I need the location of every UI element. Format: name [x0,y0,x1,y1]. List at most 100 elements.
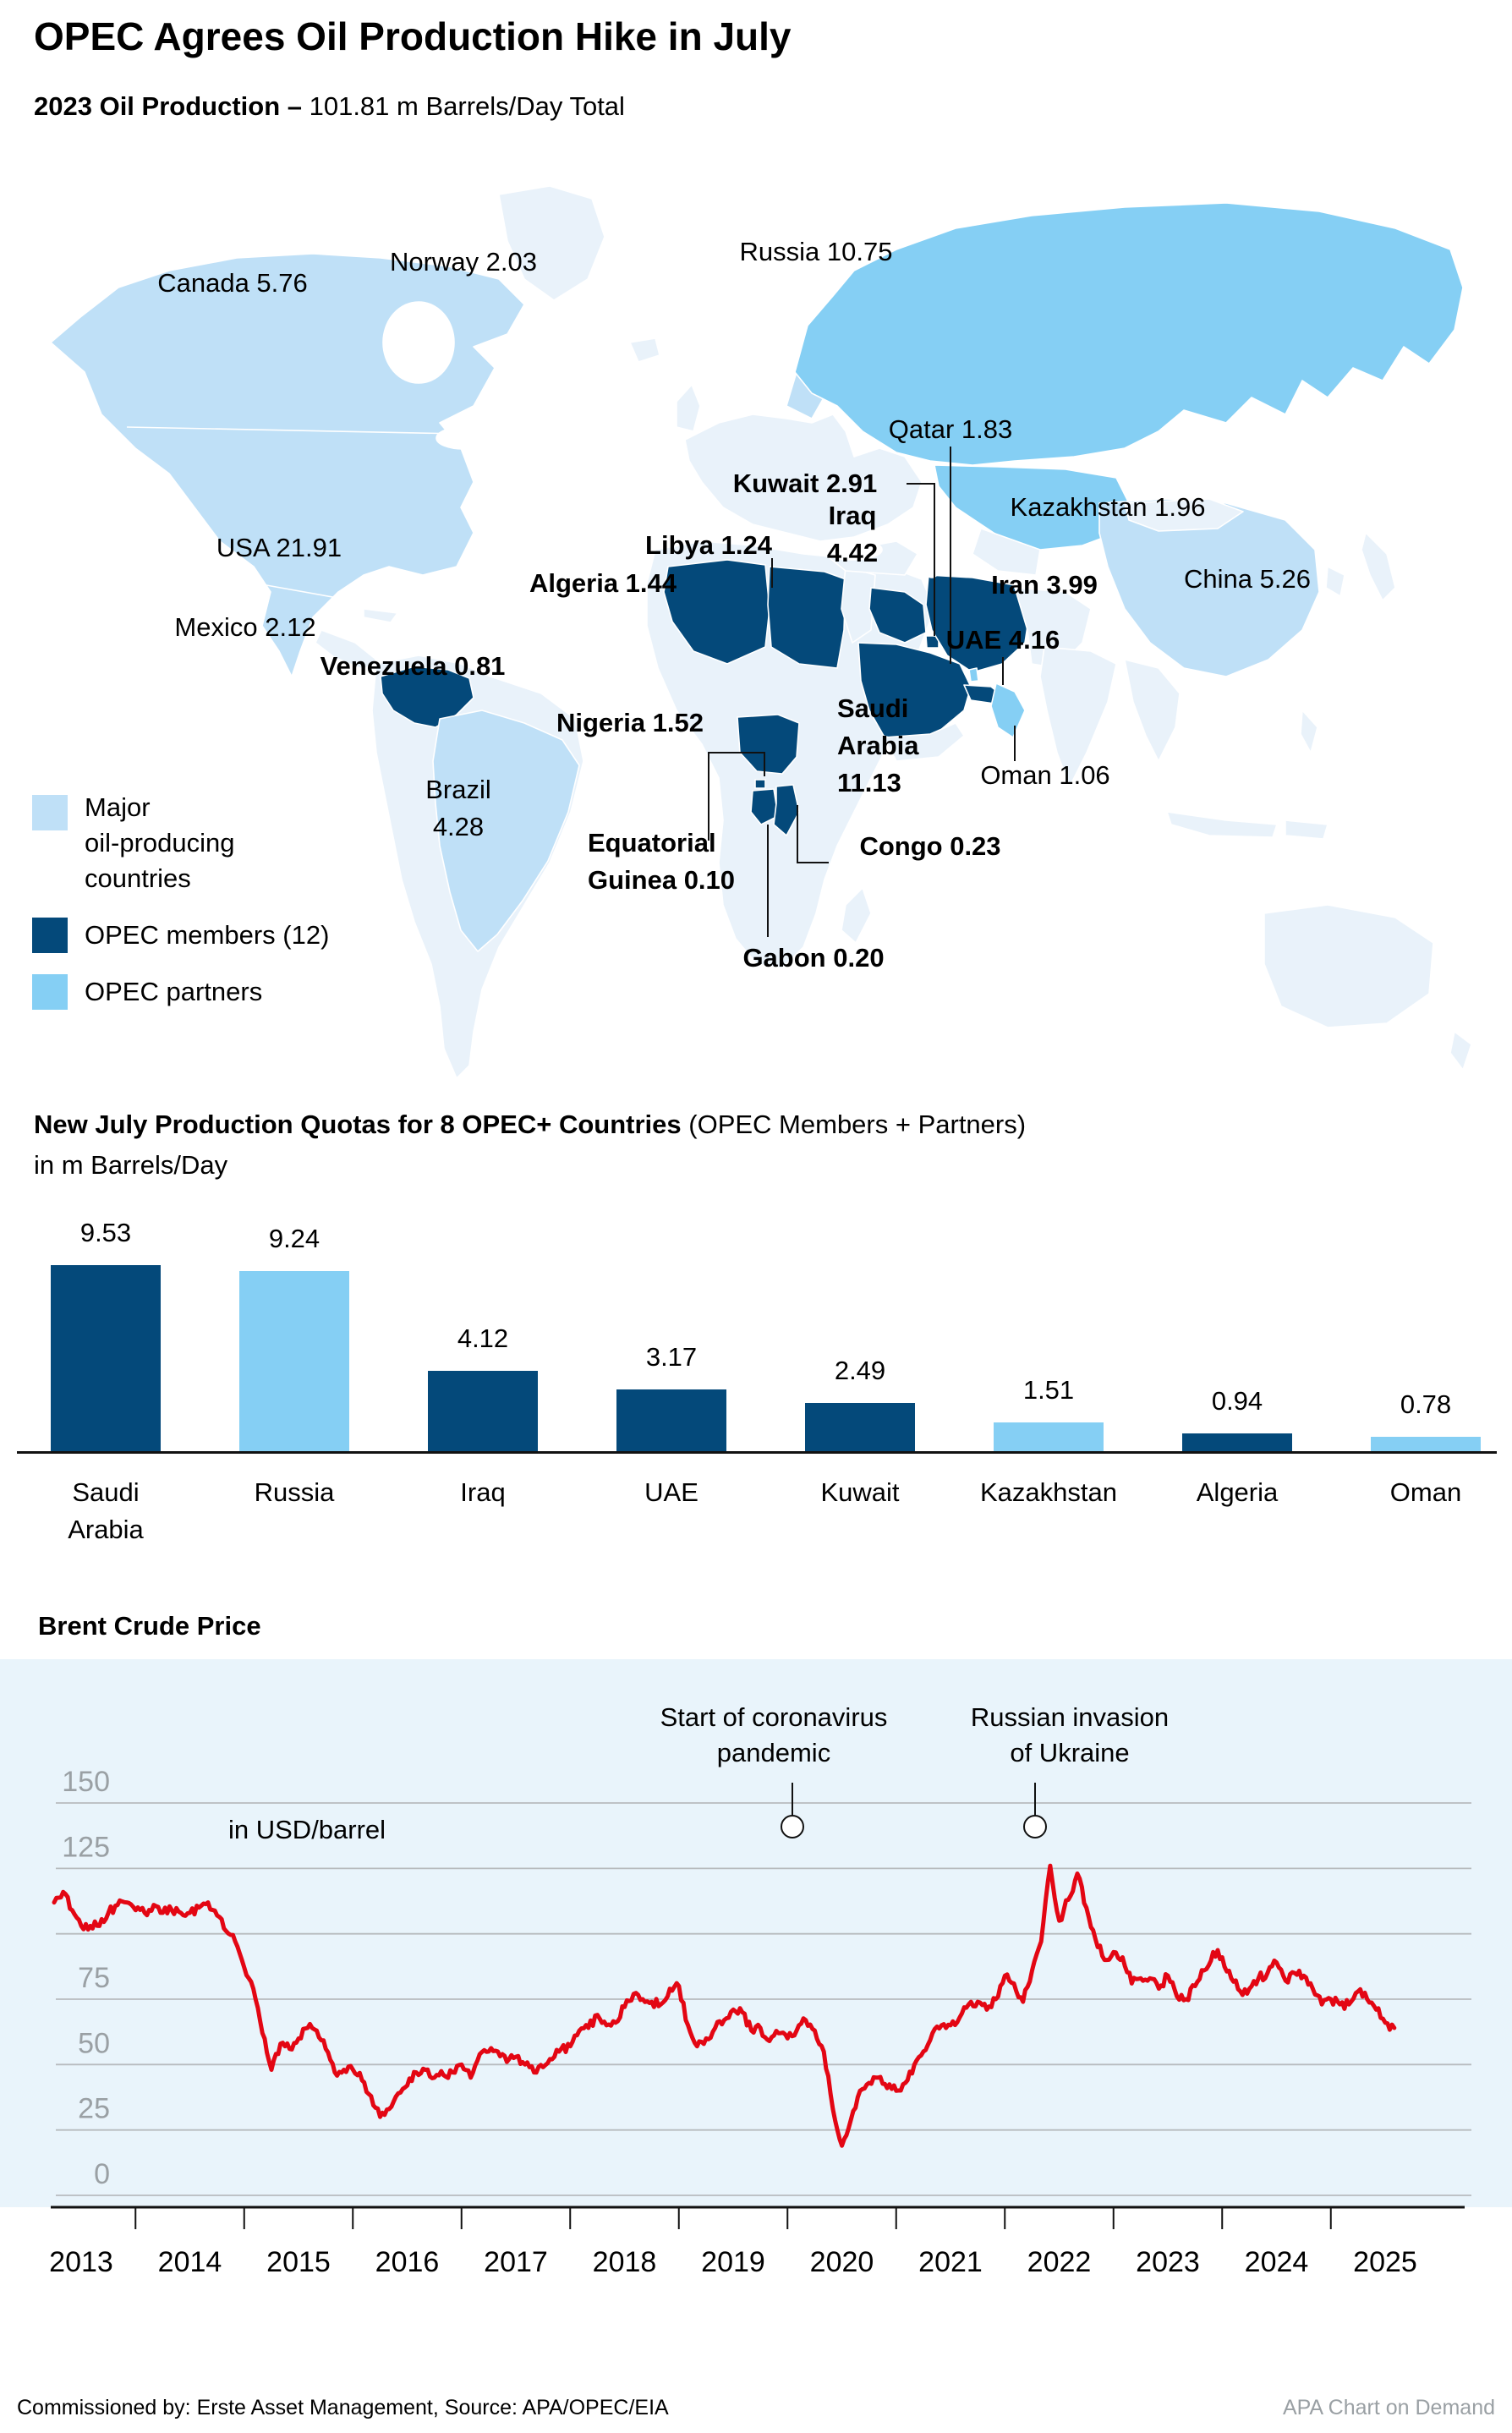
bar-kuwait [805,1403,915,1452]
map-region-central-asia [972,528,1041,576]
annotation-circle-0 [781,1815,804,1838]
map-leader-line-5 [708,752,765,841]
map-border-us-canada [126,426,462,435]
bar-value-label: 2.49 [834,1356,886,1385]
map-caspian-sea [918,512,945,578]
bar-value-label: 4.12 [457,1323,509,1353]
map-label-libya: Libya 1.24 [645,530,772,560]
bar-algeria [1182,1433,1292,1452]
map-black-sea [822,539,883,561]
map-country-kazakhstan [934,464,1130,551]
map-label-russia: Russia 10.75 [739,237,893,266]
world-map-svg [50,185,1472,1079]
map-region-india [1039,646,1117,787]
x-axis-label-2016: 2016 [375,2246,440,2278]
legend-label-1: OPEC members (12) [85,920,330,950]
map-leader-lines [708,447,1016,937]
annotation-text-0: Start of coronavirus pandemic [660,1702,888,1767]
footer-brand: APA Chart on Demand [1282,2396,1495,2419]
page-title: OPEC Agrees Oil Production Hike in July [34,14,792,58]
map-border-us-mexico [266,584,386,607]
line-chart-title: Brent Crude Price [38,1611,261,1641]
map-country-iraq [868,587,927,644]
map-country-oman [990,682,1026,738]
bar-value-label: 0.78 [1400,1389,1452,1419]
bar-chart-unit: in m Barrels/Day [34,1150,228,1180]
map-region-indonesia-west [1166,811,1278,838]
bar-category-label: Algeria [1196,1477,1279,1507]
x-axis-label-2021: 2021 [918,2246,983,2278]
map-label-kazakhstan: Kazakhstan 1.96 [1010,492,1206,522]
map-country-venezuela [380,666,474,728]
map-country-equatorial-guinea [754,779,766,789]
legend-swatch-2 [32,974,68,1010]
y-axis-label-50: 50 [78,2027,110,2059]
bar-category-label: Russia [254,1477,335,1507]
bar-category-label: UAE [644,1477,698,1507]
bar-chart-title-rest: (OPEC Members + Partners) [681,1110,1027,1139]
map-label-norway: Norway 2.03 [389,247,538,277]
map-country-algeria [663,559,770,665]
map-label-venezuela: Venezuela 0.81 [320,651,506,681]
x-axis-label-2013: 2013 [49,2246,113,2278]
map-label-china: China 5.26 [1184,564,1311,594]
x-axis-label-2017: 2017 [484,2246,548,2278]
legend-label-0: Major oil-producing countries [85,792,235,893]
map-label-canada: Canada 5.76 [157,268,308,298]
subtitle-rest: 101.81 m Barrels/Day Total [301,91,625,121]
y-axis-label-25: 25 [78,2093,110,2125]
map-label-gabon: Gabon 0.20 [742,943,885,973]
y-axis-label-125: 125 [62,1831,110,1863]
map-region-europe [684,414,923,542]
annotation-text-1: Russian invasion of Ukraine [970,1702,1170,1767]
page-subtitle: 2023 Oil Production – 101.81 m Barrels/D… [34,91,625,122]
map-region-levant [841,566,876,644]
map-region-indonesia-east [1285,819,1328,840]
map-region-cuba [363,608,398,623]
map-label-saudi: Saudi Arabia 11.13 [837,693,919,797]
x-axis-label-2024: 2024 [1245,2246,1309,2278]
bar-value-label: 1.51 [1022,1375,1075,1405]
x-axis-label-2020: 2020 [810,2246,874,2278]
map-country-russia [794,202,1464,466]
map-label-nigeria: Nigeria 1.52 [556,708,704,737]
map-country-libya [767,566,846,669]
bar-russia [239,1271,349,1452]
map-region-greenland [498,185,605,301]
bar-value-label: 9.24 [268,1224,320,1253]
legend-label-2: OPEC partners [85,977,263,1006]
map-region-mongolia [1124,498,1244,532]
y-axis-label-150: 150 [62,1766,110,1798]
map-label-qatar: Qatar 1.83 [888,414,1013,444]
map-region-japan [1361,532,1396,601]
map-label-brazil: Brazil 4.28 [425,775,491,841]
map-region-central-america [315,629,377,671]
bar-value-label: 3.17 [645,1342,698,1372]
bar-uae [616,1389,726,1452]
bar-kazakhstan [994,1422,1104,1452]
x-axis-label-2023: 2023 [1136,2246,1200,2278]
map-country-gabon [750,788,779,825]
map-label-eq_guinea: Equatorial Guinea 0.10 [588,828,736,895]
map-region-new-zealand [1449,1031,1472,1071]
map-label-iraq: Iraq 4.42 [826,501,879,567]
x-axis-label-2022: 2022 [1027,2246,1092,2278]
y-axis-label-0: 0 [94,2158,110,2190]
legend-swatch-1 [32,918,68,953]
map-region-madagascar [841,887,872,944]
line-chart-svg: 0 25 50 75 125 150 2013 2014 2015 2016 2017 2018 201… [49,1766,1471,2278]
map-region-korea [1325,566,1345,597]
bar-oman [1371,1437,1481,1452]
map-country-congo [773,784,800,836]
map-label-algeria: Algeria 1.44 [529,568,677,598]
x-axis-label-2014: 2014 [158,2246,222,2278]
subtitle-bold: 2023 Oil Production – [34,91,302,121]
map-country-china [1098,498,1320,677]
map-country-qatar [968,667,979,682]
map-leader-line-6 [797,805,829,863]
bar-category-label: Iraq [460,1477,506,1507]
x-axis-label-2015: 2015 [266,2246,331,2278]
map-label-kuwait: Kuwait 2.91 [732,469,878,498]
x-axis-label-2019: 2019 [701,2246,765,2278]
